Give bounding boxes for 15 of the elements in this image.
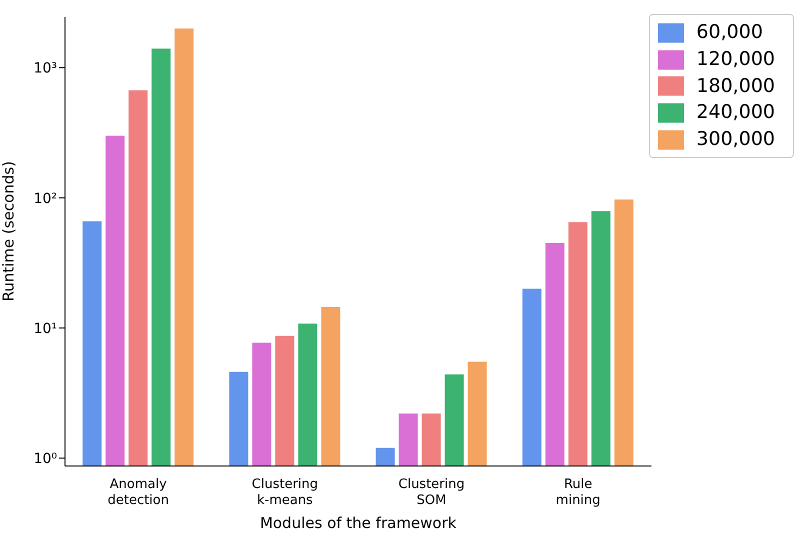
legend-label: 60,000 bbox=[696, 21, 763, 43]
y-axis-title: Runtime (seconds) bbox=[0, 161, 18, 302]
x-tick-label: Clustering SOM bbox=[398, 477, 465, 508]
x-tick-label: Clustering k-means bbox=[252, 477, 318, 508]
y-tick-label: 10⁰ bbox=[34, 451, 58, 468]
x-tick-label: Anomaly detection bbox=[108, 477, 170, 508]
y-tick-label: 10¹ bbox=[34, 320, 57, 337]
x-tick-label: Rule mining bbox=[556, 477, 600, 508]
y-tick-label: 10³ bbox=[34, 60, 57, 77]
legend-label: 180,000 bbox=[696, 74, 775, 97]
y-tick-label: 10² bbox=[34, 190, 57, 207]
legend-label: 240,000 bbox=[696, 101, 775, 124]
legend-label: 120,000 bbox=[696, 48, 775, 70]
legend-label: 300,000 bbox=[696, 128, 775, 150]
x-axis-title: Modules of the framework bbox=[260, 514, 457, 532]
